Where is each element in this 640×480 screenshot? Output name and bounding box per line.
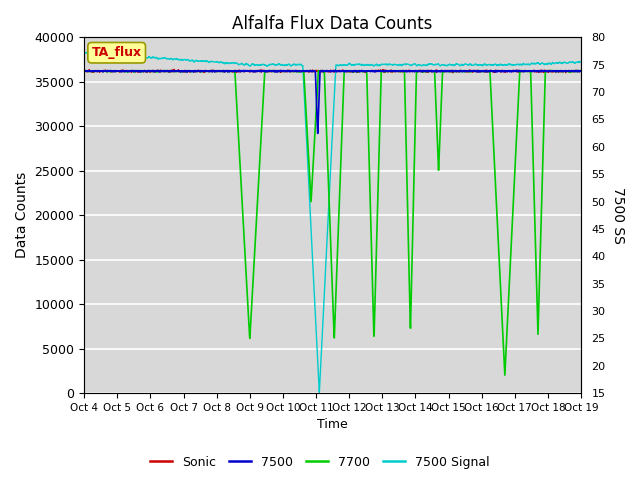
Legend: Sonic, 7500, 7700, 7500 Signal: Sonic, 7500, 7700, 7500 Signal [145, 451, 495, 474]
Y-axis label: 7500 SS: 7500 SS [611, 187, 625, 244]
Y-axis label: Data Counts: Data Counts [15, 172, 29, 258]
X-axis label: Time: Time [317, 419, 348, 432]
Title: Alfalfa Flux Data Counts: Alfalfa Flux Data Counts [232, 15, 433, 33]
Text: TA_flux: TA_flux [92, 46, 141, 59]
